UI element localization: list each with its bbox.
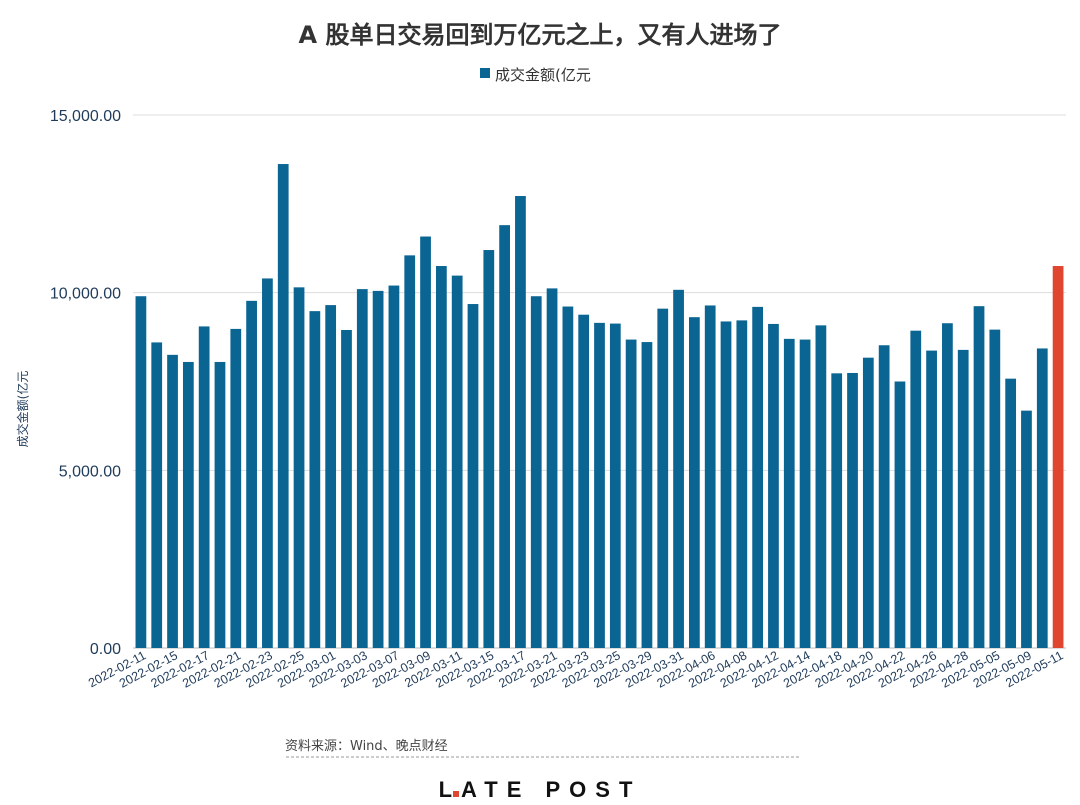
bar — [262, 278, 273, 648]
legend: 成交金额(亿元 — [480, 66, 591, 84]
bar — [562, 306, 574, 648]
bar — [372, 290, 384, 648]
bar — [942, 323, 953, 648]
bar — [277, 164, 289, 649]
bar — [451, 275, 463, 648]
bar — [957, 349, 969, 648]
y-axis-label: 成交金额(亿元 — [15, 371, 30, 448]
bar — [151, 342, 163, 648]
bar — [325, 305, 337, 648]
bar — [752, 306, 764, 648]
bar — [673, 289, 684, 648]
bar — [862, 357, 874, 648]
bar — [1036, 348, 1048, 648]
bars — [135, 164, 1064, 649]
bar — [420, 236, 431, 648]
legend-label: 成交金额(亿元 — [495, 66, 591, 84]
bar — [625, 339, 637, 648]
bar — [246, 300, 257, 648]
bar — [926, 350, 937, 648]
bar — [530, 296, 542, 648]
bar — [878, 345, 890, 648]
bar — [704, 305, 716, 648]
source-note: 资料来源：Wind、晚点财经 — [285, 739, 448, 754]
bar — [341, 329, 352, 648]
chart-title: A 股单日交易回到万亿元之上，又有人进场了 — [299, 21, 782, 49]
bar — [515, 196, 526, 648]
bar — [182, 361, 194, 648]
bar — [135, 296, 147, 648]
bar — [831, 373, 843, 648]
bar — [435, 266, 447, 648]
bar — [768, 323, 779, 648]
brand-logo: LATE POST — [439, 777, 642, 802]
bar — [641, 342, 653, 648]
bar — [736, 320, 748, 648]
y-tick-label: 15,000.00 — [50, 108, 121, 125]
bar — [293, 287, 305, 648]
x-axis-ticks: 2022-02-112022-02-152022-02-172022-02-21… — [86, 648, 1065, 690]
y-axis-ticks: 0.00 5,000.00 10,000.00 15,000.00 — [50, 108, 121, 658]
bar — [483, 250, 495, 648]
y-tick-label: 5,000.00 — [59, 463, 121, 480]
bar — [594, 322, 605, 648]
bar — [230, 328, 242, 648]
bar — [799, 339, 811, 648]
bar — [1005, 378, 1017, 648]
bar — [910, 330, 922, 648]
bar — [894, 381, 906, 648]
bar-highlight — [1052, 266, 1064, 648]
y-tick-label: 10,000.00 — [50, 286, 121, 303]
bar — [815, 325, 827, 648]
bar — [847, 372, 858, 648]
bar — [783, 338, 795, 648]
bar — [356, 289, 368, 648]
bar — [657, 308, 669, 648]
bar — [167, 354, 178, 648]
bar — [720, 321, 732, 648]
bar — [1021, 410, 1032, 648]
bar — [499, 225, 510, 648]
bar — [404, 255, 416, 649]
bar — [546, 288, 558, 648]
bar — [989, 329, 1001, 648]
bar — [609, 323, 621, 648]
bar — [578, 314, 590, 648]
y-tick-label: 0.00 — [90, 641, 121, 658]
legend-swatch — [480, 68, 490, 78]
brand-accent-mark — [453, 791, 459, 797]
bar — [214, 361, 226, 648]
bar — [388, 285, 400, 648]
bar — [309, 311, 321, 648]
bar — [198, 326, 210, 648]
bar — [467, 304, 479, 648]
bar — [973, 306, 985, 648]
bar — [689, 317, 700, 648]
